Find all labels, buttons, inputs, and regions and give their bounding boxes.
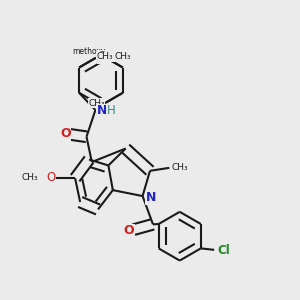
Text: O: O (60, 127, 71, 140)
Text: methoxy: methoxy (72, 47, 105, 56)
Text: O: O (124, 224, 134, 237)
Text: N: N (97, 104, 107, 117)
Text: O: O (97, 50, 106, 63)
Text: CH₃: CH₃ (21, 173, 38, 182)
Text: O: O (98, 52, 107, 61)
Text: CH₃: CH₃ (172, 163, 188, 172)
Text: CH₃: CH₃ (97, 52, 113, 61)
Text: CH₃: CH₃ (115, 52, 131, 61)
Text: O: O (46, 171, 56, 184)
Text: Cl: Cl (217, 244, 230, 257)
Text: H: H (107, 104, 116, 117)
Text: CH₃: CH₃ (88, 99, 105, 108)
Text: N: N (146, 191, 156, 204)
